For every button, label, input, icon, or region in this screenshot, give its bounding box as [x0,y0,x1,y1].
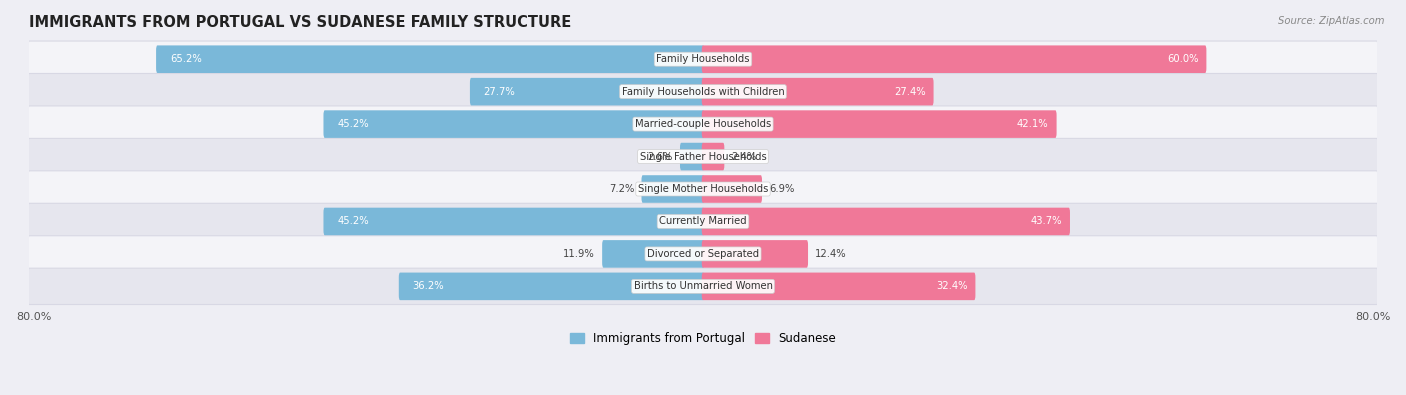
FancyBboxPatch shape [702,45,1206,73]
Text: 12.4%: 12.4% [815,249,846,259]
Text: 36.2%: 36.2% [412,281,444,292]
Text: 65.2%: 65.2% [170,54,201,64]
FancyBboxPatch shape [702,78,934,105]
Text: Currently Married: Currently Married [659,216,747,226]
Text: 27.4%: 27.4% [894,87,925,97]
FancyBboxPatch shape [681,143,704,170]
Text: Source: ZipAtlas.com: Source: ZipAtlas.com [1278,16,1385,26]
Text: 42.1%: 42.1% [1017,119,1049,129]
Text: 11.9%: 11.9% [564,249,595,259]
FancyBboxPatch shape [28,138,1378,175]
Text: 27.7%: 27.7% [484,87,516,97]
Text: 45.2%: 45.2% [337,216,368,226]
FancyBboxPatch shape [702,208,1070,235]
Text: 6.9%: 6.9% [769,184,794,194]
Text: Births to Unmarried Women: Births to Unmarried Women [634,281,772,292]
Text: Married-couple Households: Married-couple Households [636,119,770,129]
FancyBboxPatch shape [641,175,704,203]
FancyBboxPatch shape [702,175,762,203]
Text: 45.2%: 45.2% [337,119,368,129]
Legend: Immigrants from Portugal, Sudanese: Immigrants from Portugal, Sudanese [565,327,841,350]
Text: Single Mother Households: Single Mother Households [638,184,768,194]
FancyBboxPatch shape [702,110,1056,138]
FancyBboxPatch shape [28,41,1378,77]
FancyBboxPatch shape [602,240,704,268]
FancyBboxPatch shape [28,73,1378,110]
FancyBboxPatch shape [399,273,704,300]
FancyBboxPatch shape [323,208,704,235]
Text: 7.2%: 7.2% [609,184,634,194]
Text: Divorced or Separated: Divorced or Separated [647,249,759,259]
FancyBboxPatch shape [28,203,1378,240]
FancyBboxPatch shape [28,236,1378,272]
FancyBboxPatch shape [702,273,976,300]
Text: 32.4%: 32.4% [936,281,967,292]
FancyBboxPatch shape [323,110,704,138]
FancyBboxPatch shape [28,106,1378,142]
Text: 60.0%: 60.0% [1167,54,1198,64]
Text: Family Households with Children: Family Households with Children [621,87,785,97]
FancyBboxPatch shape [702,143,724,170]
FancyBboxPatch shape [28,268,1378,305]
FancyBboxPatch shape [28,171,1378,207]
Text: 2.4%: 2.4% [731,152,756,162]
Text: IMMIGRANTS FROM PORTUGAL VS SUDANESE FAMILY STRUCTURE: IMMIGRANTS FROM PORTUGAL VS SUDANESE FAM… [30,15,572,30]
FancyBboxPatch shape [156,45,704,73]
FancyBboxPatch shape [702,240,808,268]
Text: 2.6%: 2.6% [648,152,673,162]
Text: 43.7%: 43.7% [1031,216,1062,226]
Text: Single Father Households: Single Father Households [640,152,766,162]
Text: Family Households: Family Households [657,54,749,64]
FancyBboxPatch shape [470,78,704,105]
